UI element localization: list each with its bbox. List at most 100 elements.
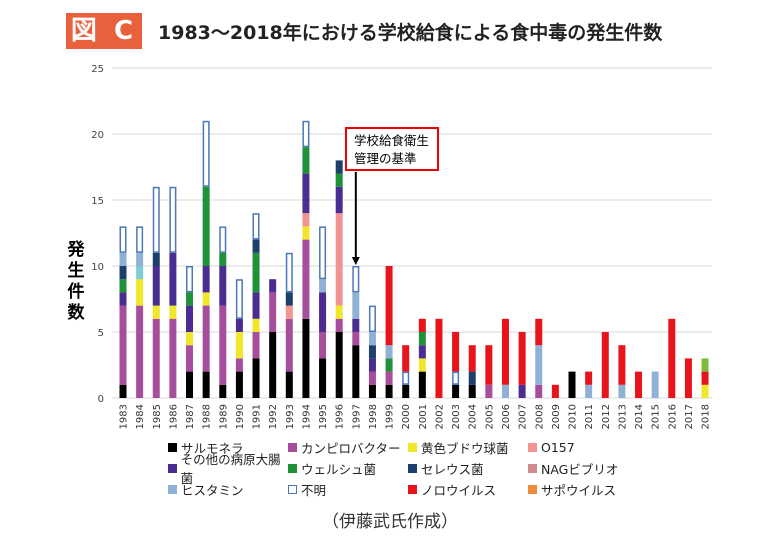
bar-segment (319, 226, 327, 280)
legend-swatch (168, 484, 177, 494)
bar-segment (385, 345, 393, 359)
x-tick-label: 1986 (168, 404, 179, 429)
x-tick-label: 1995 (318, 404, 329, 429)
bar-segment (668, 318, 676, 398)
x-tick-label: 1984 (135, 404, 146, 429)
legend-item: 黄色ブドウ球菌 (408, 439, 528, 456)
bar-segment (252, 318, 260, 332)
bar-segment (618, 345, 626, 385)
bar-segment (219, 305, 227, 385)
legend-swatch (408, 484, 417, 494)
bar-segment (335, 305, 343, 319)
bar-segment (269, 332, 277, 398)
x-tick-label: 2005 (484, 404, 495, 429)
legend-label: サポウイルス (541, 482, 617, 498)
bar-segment (418, 318, 426, 332)
bar-segment (186, 371, 194, 398)
bar-segment (169, 252, 177, 306)
x-tick-label: 1990 (235, 404, 246, 429)
legend-item: ヒスタミン (168, 481, 288, 498)
bar-segment (601, 332, 609, 398)
x-tick-label: 1992 (268, 404, 279, 429)
bar-segment (202, 305, 210, 372)
legend-item: ウェルシュ菌 (288, 460, 408, 477)
annotation-line1: 学校給食衛生 (354, 133, 430, 148)
x-tick-label: 1987 (185, 404, 196, 429)
legend-item: NAGビブリオ (528, 460, 648, 477)
legend-label: その他の病原大腸菌 (180, 452, 281, 486)
bar-segment (302, 213, 310, 227)
y-tick-label: 25 (91, 64, 104, 75)
legend-swatch (288, 442, 297, 452)
x-tick-label: 2016 (667, 404, 678, 429)
bar-segment (202, 292, 210, 306)
bar-segment (119, 279, 127, 293)
y-tick-label: 0 (98, 394, 104, 405)
bar-segment (684, 358, 692, 398)
legend-swatch (288, 463, 297, 473)
bar-segment (119, 305, 127, 385)
bar-segment (319, 332, 327, 359)
bar-segment (319, 358, 327, 398)
bar-segment (635, 371, 643, 398)
bar-segment (335, 186, 343, 214)
x-tick-label: 2002 (434, 404, 445, 429)
bar-segment (186, 292, 194, 306)
bar-segment (235, 332, 243, 359)
legend-swatch (408, 463, 417, 473)
x-tick-label: 1985 (152, 404, 163, 429)
bar-segment (335, 213, 343, 306)
bar-segment (186, 332, 194, 346)
legend-item: サポウイルス (528, 481, 648, 498)
legend: サルモネラ カンピロバクター 黄色ブドウ球菌 O157 その他の病原大腸菌 ウェルシュ菌 セ… (168, 439, 648, 498)
x-tick-label: 1983 (119, 404, 130, 429)
bar-segment (119, 266, 127, 280)
bar-segment (468, 371, 476, 385)
bar-segment (418, 358, 426, 372)
x-tick-label: 1997 (351, 404, 362, 429)
x-tick-label: 2018 (701, 404, 712, 429)
legend-label: 黄色ブドウ球菌 (421, 440, 509, 456)
bar-segment (335, 318, 343, 332)
legend-swatch (408, 442, 417, 452)
bar-segment (235, 279, 243, 319)
legend-label: ウェルシュ菌 (301, 461, 377, 477)
x-tick-label: 2011 (584, 404, 595, 429)
bar-segment (319, 292, 327, 332)
bar-segment (551, 384, 559, 398)
bar-segment (152, 186, 160, 253)
bar-segment (202, 186, 210, 266)
x-tick-label: 2007 (518, 404, 529, 429)
bar-segment (269, 279, 277, 293)
bar-segment (385, 266, 393, 346)
y-tick-label: 20 (91, 130, 104, 141)
bar-segment (368, 384, 376, 398)
legend-item: カンピロバクター (288, 439, 408, 456)
bar-segment (402, 345, 410, 372)
x-tick-label: 2001 (418, 404, 429, 429)
bar-segment (368, 305, 376, 333)
bar-segment (285, 252, 293, 293)
bar-segment (535, 318, 543, 346)
legend-item: その他の病原大腸菌 (168, 452, 288, 486)
bar-segment (169, 318, 177, 398)
legend-item: O157 (528, 439, 648, 455)
bar-segment (252, 292, 260, 319)
bar-segment (219, 384, 227, 398)
legend-swatch (528, 463, 537, 473)
legend-label: ヒスタミン (181, 482, 244, 498)
bar-segment (202, 266, 210, 293)
x-tick-label: 2015 (651, 404, 662, 429)
legend-label: NAGビブリオ (541, 461, 619, 477)
bar-segment (152, 318, 160, 398)
bar-segment (452, 384, 460, 398)
legend-label: ノロウイルス (421, 482, 497, 498)
chart-title: 1983〜2018年における学校給食による食中毒の発生件数 (158, 22, 663, 44)
x-tick-label: 1993 (285, 404, 296, 429)
bar-segment (368, 371, 376, 385)
legend-swatch (528, 442, 537, 452)
bar-segment (202, 120, 210, 187)
bar-segment (385, 371, 393, 385)
bar-segment (335, 160, 343, 174)
bar-segment (501, 384, 509, 398)
